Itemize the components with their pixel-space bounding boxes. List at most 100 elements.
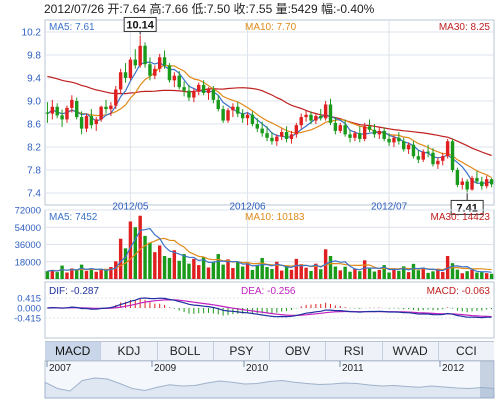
volume-bar <box>162 256 167 279</box>
volume-bar <box>450 263 455 279</box>
volume-bar <box>362 260 367 279</box>
open-value: 7.64 <box>122 2 147 16</box>
volume-bar <box>328 256 333 279</box>
candle-body <box>455 170 460 185</box>
candle-body <box>416 156 421 160</box>
candle-body <box>89 115 94 126</box>
candle-body <box>450 141 455 170</box>
price-y-tick: 9.0 <box>27 97 41 108</box>
volume-bar <box>465 271 469 279</box>
candle-body <box>162 57 167 66</box>
candle-body <box>250 114 255 124</box>
indicator-tabs: MACD KDJ BOLL PSY OBV RSI WVAD CCI <box>45 341 494 361</box>
volume-bar <box>333 266 338 279</box>
tab-cci[interactable]: CCI <box>456 344 477 358</box>
candle-body <box>216 99 220 110</box>
candle-body <box>157 57 162 69</box>
dif-line <box>47 297 492 319</box>
candle-body <box>445 141 450 157</box>
tab-wvad[interactable]: WVAD <box>383 342 439 360</box>
candle-body <box>60 115 64 120</box>
candle-body <box>343 125 347 135</box>
volume-bar <box>255 265 260 279</box>
volume-bar <box>475 272 479 279</box>
candle-body <box>431 152 435 165</box>
volume-bar <box>201 256 206 279</box>
volume-bar <box>431 271 435 279</box>
candle-body <box>45 112 50 114</box>
candle-body <box>484 179 489 187</box>
overview-year-label: 2007 <box>49 363 72 374</box>
candle-body <box>387 138 391 143</box>
candle-body <box>362 126 367 139</box>
candle-body <box>172 75 177 81</box>
volume-bar <box>426 272 430 279</box>
volume-bar <box>460 273 464 279</box>
candle-body <box>211 89 216 100</box>
candle-body <box>382 130 386 139</box>
volume-ma5-line <box>47 227 492 273</box>
volume-bar <box>236 261 240 279</box>
legend-ma30: MA30: 8.25 <box>439 22 491 33</box>
candle-body <box>275 136 279 142</box>
candle-body <box>99 106 103 120</box>
candle-body <box>406 144 411 150</box>
volume-bar <box>402 266 406 279</box>
volume-bar <box>192 258 196 279</box>
candle-body <box>84 115 89 129</box>
open-label: 开: <box>107 2 123 16</box>
candle-body <box>309 114 313 121</box>
price-y-tick: 7.8 <box>27 166 41 177</box>
overview-range-handle <box>480 361 494 398</box>
candle-body <box>118 72 123 90</box>
low-label: 低: <box>191 2 207 16</box>
volume-bar <box>382 265 386 279</box>
volume-bar <box>319 269 323 279</box>
quote-date: 2012/07/26 <box>44 2 105 16</box>
volume-bar <box>416 270 421 279</box>
tab-obv[interactable]: OBV <box>270 342 327 360</box>
price-y-tick: 9.8 <box>27 51 41 62</box>
candle-body <box>489 179 494 185</box>
volume-bar <box>348 271 352 279</box>
tab-boll[interactable]: BOLL <box>158 342 214 360</box>
volume-bar <box>367 268 372 279</box>
candle-body <box>65 107 69 120</box>
volume-bar <box>338 270 342 279</box>
volume-bar <box>387 272 391 279</box>
ma30-line <box>47 75 492 157</box>
volume-bar <box>480 272 484 279</box>
candle-body <box>319 115 323 119</box>
overview-area <box>44 377 495 399</box>
volume-bar <box>206 267 211 279</box>
volume-bar <box>221 264 225 279</box>
volume-bar <box>372 271 377 279</box>
volume-bar <box>167 257 172 279</box>
candle-body <box>260 128 264 134</box>
volume-bar <box>470 269 474 279</box>
candle-body <box>75 101 79 118</box>
price-y-tick: 9.4 <box>27 74 41 85</box>
tab-macd[interactable]: MACD <box>45 342 102 360</box>
candle-body <box>55 106 59 116</box>
candle-body <box>304 114 308 118</box>
tab-rsi[interactable]: RSI <box>326 342 383 360</box>
legend-dea: DEA: -0.256 <box>241 286 296 297</box>
legend-ma5: MA5: 7452 <box>49 212 98 223</box>
tab-psy[interactable]: PSY <box>214 342 270 360</box>
candle-body <box>279 132 284 137</box>
candle-body <box>236 106 240 114</box>
candle-body <box>299 117 303 126</box>
volume-y-tick: 18000 <box>15 257 41 268</box>
volume-bar <box>265 267 269 279</box>
candle-body <box>197 84 201 92</box>
macd-y-tick: 0.415 <box>17 294 41 305</box>
candle-body <box>397 137 401 142</box>
volume-bar <box>406 272 411 279</box>
legend-ma5: MA5: 7.61 <box>49 22 95 33</box>
close-label: 收: <box>233 2 249 16</box>
candle-body <box>392 137 396 143</box>
tab-kdj[interactable]: KDJ <box>101 342 158 360</box>
price-y-tick: 8.6 <box>27 120 41 131</box>
